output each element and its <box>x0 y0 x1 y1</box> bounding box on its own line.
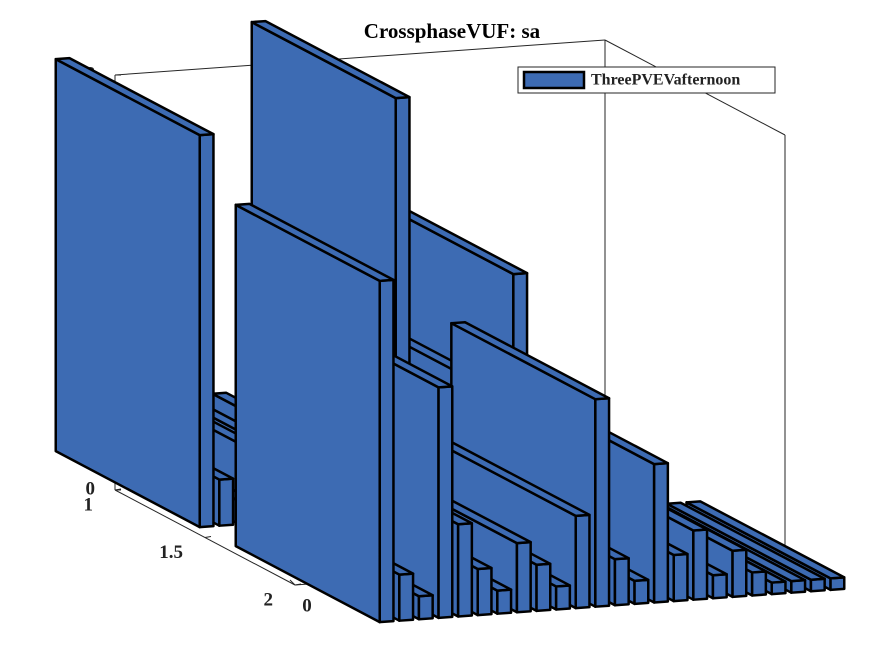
bar <box>234 202 395 624</box>
chart-title: CrossphaseVUF: sa <box>364 19 541 43</box>
bar-front <box>613 556 630 607</box>
bar-front <box>731 548 748 599</box>
bar-front <box>515 540 532 614</box>
bar-front <box>672 552 689 603</box>
y-tick <box>294 583 302 586</box>
bar-front <box>711 573 728 600</box>
bar-top <box>450 320 611 401</box>
bar-front <box>456 522 474 618</box>
bar-front <box>218 477 235 527</box>
z-tick-label: 0 <box>86 478 96 499</box>
bar-front <box>652 461 670 604</box>
bar-front <box>554 584 572 611</box>
bar-side <box>54 57 201 529</box>
bar <box>54 56 215 529</box>
bar-front <box>692 528 709 601</box>
bar-front <box>198 132 215 529</box>
bar-front <box>496 588 513 615</box>
bar-top <box>685 500 846 580</box>
bar-top <box>234 202 395 283</box>
y-tick <box>114 488 122 491</box>
bar-front <box>750 570 768 597</box>
bar-top <box>250 19 411 100</box>
bar-front <box>476 566 493 617</box>
y-tick-label: 2 <box>264 589 274 610</box>
x-tick-label: 0 <box>302 595 312 616</box>
legend-label: ThreePVEVafternoon <box>591 72 740 89</box>
bar-front <box>594 396 611 608</box>
y-tick-label: 1 <box>84 494 94 515</box>
bar-front <box>633 578 650 606</box>
y-tick <box>204 536 212 538</box>
box-line <box>114 39 606 76</box>
bar-front <box>378 278 395 624</box>
legend: ThreePVEVafternoon <box>517 66 776 94</box>
bar-front <box>398 572 415 622</box>
bar-front <box>437 385 454 620</box>
legend-swatch <box>522 70 586 90</box>
bar-top <box>54 56 215 137</box>
x-tick <box>289 579 296 586</box>
y-tick-label: 1.5 <box>159 542 183 563</box>
bar-front <box>574 513 591 610</box>
bar-front <box>535 562 552 613</box>
bar-top <box>665 501 826 582</box>
bar-front <box>417 594 434 621</box>
